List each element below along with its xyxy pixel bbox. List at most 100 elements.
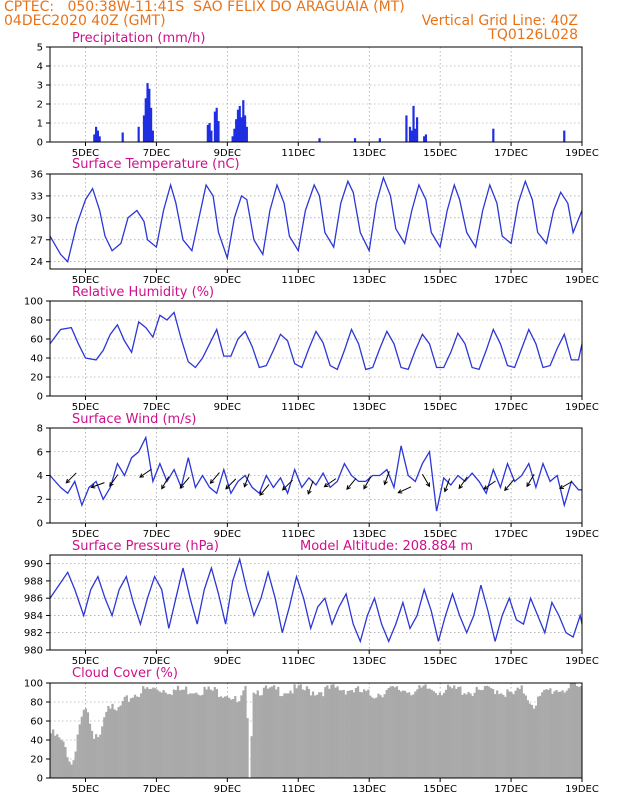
cloud-column	[541, 692, 544, 778]
wind-arrow-head	[65, 478, 71, 484]
cloud-column	[426, 688, 429, 778]
precip-bar	[151, 130, 154, 142]
wind-arrow	[397, 486, 412, 494]
panel-1: Precipitation (mm/h) 0 1 2 3 4 5 5DEC 7DEC 9DEC 11…	[37, 31, 599, 159]
wind-arrow-shaft	[65, 472, 77, 484]
cloud-column	[262, 687, 266, 778]
panel-title: Cloud Cover (%)	[72, 666, 178, 681]
cloud-column	[406, 692, 409, 778]
x-tick-label: 7DEC	[143, 656, 170, 667]
cloud-column	[185, 686, 188, 778]
x-tick-label: 11DEC	[281, 275, 315, 286]
precip-bar	[405, 115, 408, 142]
cloud-column	[369, 695, 372, 778]
cloud-column	[215, 689, 218, 778]
wind-arrow-head	[307, 489, 312, 495]
cloud-column	[72, 760, 75, 778]
precip-bar	[213, 111, 217, 142]
cloud-column	[491, 689, 495, 778]
y-tick-label: 0	[37, 774, 43, 785]
wind-arrow-shaft	[324, 478, 337, 488]
cloud-column	[101, 726, 104, 778]
wind-arrow	[323, 478, 337, 488]
cloud-column	[109, 708, 112, 778]
cloud-column	[152, 687, 155, 778]
wind-arrow-shaft	[259, 484, 270, 496]
cloud-column	[103, 717, 106, 778]
wind-arrow-shaft	[526, 473, 535, 487]
cloud-column	[393, 687, 396, 778]
cloud-column	[424, 684, 427, 778]
cloud-column	[316, 694, 319, 778]
precip-bar	[236, 109, 240, 142]
wind-arrow	[225, 478, 237, 490]
cloud-column	[131, 697, 135, 778]
cloud-column	[518, 689, 521, 778]
wind-arrow-shaft	[384, 471, 390, 485]
cloud-column	[367, 689, 370, 778]
x-tick-label: 17DEC	[494, 148, 528, 159]
cloud-column	[176, 685, 180, 778]
cloud-column	[252, 692, 255, 778]
precip-bar	[217, 121, 220, 142]
wind-arrow-head	[209, 479, 215, 485]
cloud-column	[440, 695, 444, 778]
cloud-column	[166, 694, 169, 778]
x-tick-label: 15DEC	[423, 148, 457, 159]
cloud-column	[115, 710, 118, 778]
cloud-column	[553, 691, 556, 778]
y-tick-label: 40	[30, 354, 43, 365]
precip-bar	[149, 107, 153, 142]
precip-bar	[210, 130, 213, 142]
x-tick-label: 13DEC	[352, 402, 386, 413]
panel-title: Surface Pressure (hPa)	[72, 539, 219, 554]
wind-arrow	[363, 476, 372, 490]
cloud-column	[189, 693, 192, 778]
x-tick-label: 15DEC	[423, 784, 457, 795]
location-header: CPTEC: 050:38W-11:41S SAO FELIX DO ARAGU…	[4, 0, 405, 15]
cloud-column	[117, 707, 120, 778]
x-tick-label: 17DEC	[494, 784, 528, 795]
precip-bar	[235, 119, 238, 142]
y-tick-label: 0	[37, 519, 43, 530]
cloud-column	[191, 693, 194, 778]
wind-arrow-shaft	[139, 468, 152, 478]
wind-arrow-head	[383, 480, 388, 486]
cloud-column	[129, 698, 133, 778]
cloud-column	[465, 694, 468, 778]
wind-arrow-shaft	[161, 476, 170, 489]
cloud-column	[80, 716, 83, 778]
cloud-column	[573, 683, 577, 778]
cloud-column	[156, 689, 159, 778]
wind-arrow-head	[397, 489, 403, 494]
cloud-column	[62, 741, 65, 778]
cloud-column	[273, 685, 276, 778]
wind-arrow	[161, 476, 170, 490]
cloud-column	[350, 690, 354, 778]
cloud-column	[125, 695, 128, 778]
cloud-column	[170, 694, 173, 778]
cloud-column	[281, 696, 284, 778]
cloud-column	[121, 700, 124, 778]
wind-arrow-shaft	[346, 478, 357, 490]
cloud-column	[487, 686, 491, 778]
x-tick-label: 19DEC	[565, 148, 599, 159]
cloud-column	[479, 690, 482, 778]
cloud-column	[50, 733, 53, 778]
cloud-column	[579, 685, 583, 778]
wind-arrow-shaft	[363, 476, 372, 489]
cloud-column	[422, 685, 425, 778]
cloud-column	[442, 692, 446, 778]
cloud-column	[475, 686, 478, 778]
x-tick-label: 7DEC	[143, 784, 170, 795]
cloud-column	[489, 688, 493, 778]
cloud-column	[555, 689, 558, 778]
x-tick-label: 15DEC	[423, 275, 457, 286]
cloud-column	[90, 730, 94, 778]
wind-arrow-head	[161, 484, 166, 490]
cloud-column	[420, 687, 423, 778]
cloud-column	[565, 690, 568, 778]
cloud-column	[58, 737, 61, 778]
x-tick-label: 15DEC	[423, 529, 457, 540]
